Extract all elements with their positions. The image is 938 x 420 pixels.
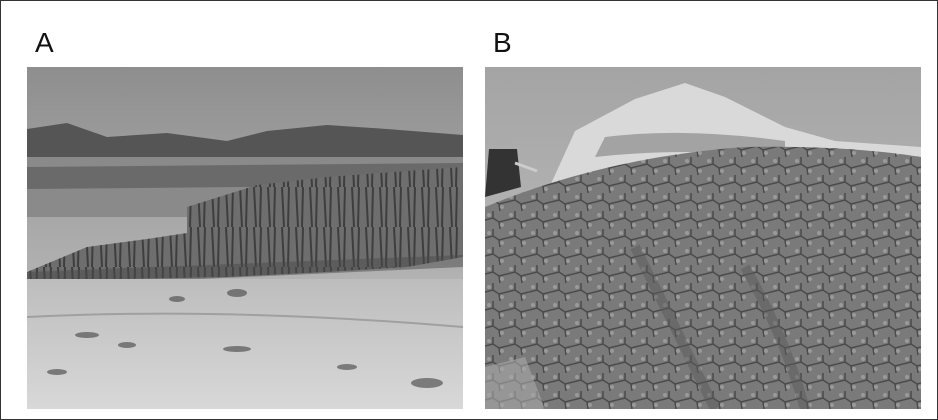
panel-label: B [493,27,512,59]
page: {"panels": [{"label": "A"}, {"label": "B… [0,0,938,420]
figure-frame: A B [0,0,938,420]
photo-badlands [27,67,463,409]
panel-label: A [35,27,54,59]
photo-mound [485,67,921,409]
